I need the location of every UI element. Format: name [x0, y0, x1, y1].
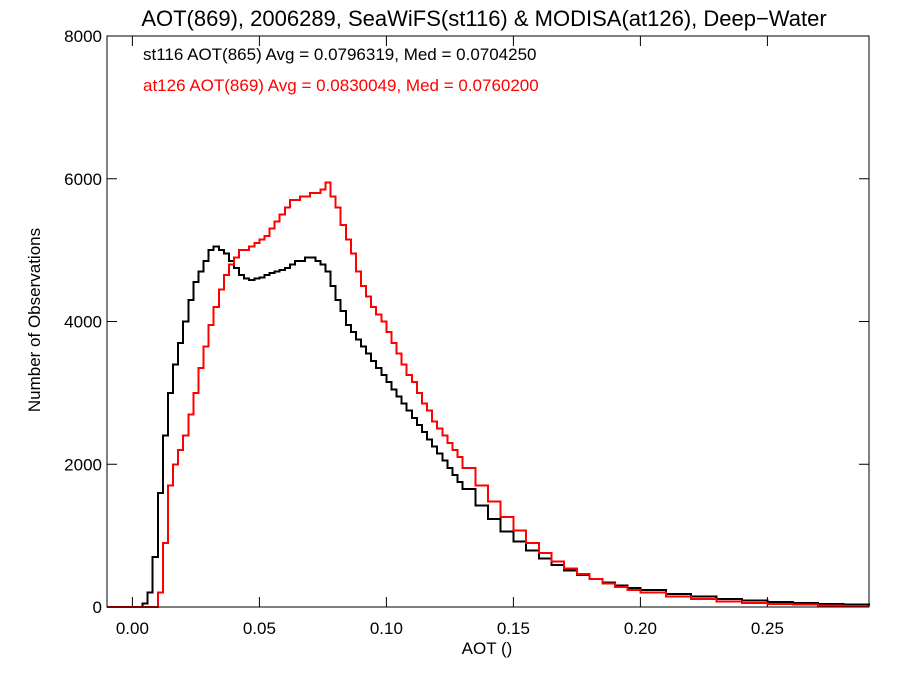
x-tick-label: 0.20: [624, 619, 657, 638]
y-tick-label: 6000: [64, 170, 102, 189]
annotation-st116: st116 AOT(865) Avg = 0.0796319, Med = 0.…: [143, 45, 537, 64]
x-tick-label: 0.00: [116, 619, 149, 638]
y-axis-label: Number of Observations: [25, 228, 44, 412]
y-tick-label: 2000: [64, 455, 102, 474]
plot-frame: [106, 35, 870, 608]
x-tick-label: 0.15: [497, 619, 530, 638]
x-tick-label: 0.10: [370, 619, 403, 638]
series-st116-line: [107, 245, 870, 608]
x-tick-label: 0.25: [751, 619, 784, 638]
x-tick-label: 0.05: [243, 619, 276, 638]
y-tick-label: 4000: [64, 313, 102, 332]
y-tick-label: 0: [93, 598, 102, 617]
y-tick-label: 8000: [64, 27, 102, 46]
x-axis-label: AOT (): [462, 639, 513, 658]
annotation-at126: at126 AOT(869) Avg = 0.0830049, Med = 0.…: [143, 76, 539, 95]
series-at126-line: [107, 181, 870, 608]
series-layer: [107, 181, 870, 608]
chart-title: AOT(869), 2006289, SeaWiFS(st116) & MODI…: [141, 6, 826, 31]
axis-ticks: 0.00 0.05 0.10 0.15 0.20 0.25 0 2000 4000 6000 800…: [64, 27, 869, 638]
